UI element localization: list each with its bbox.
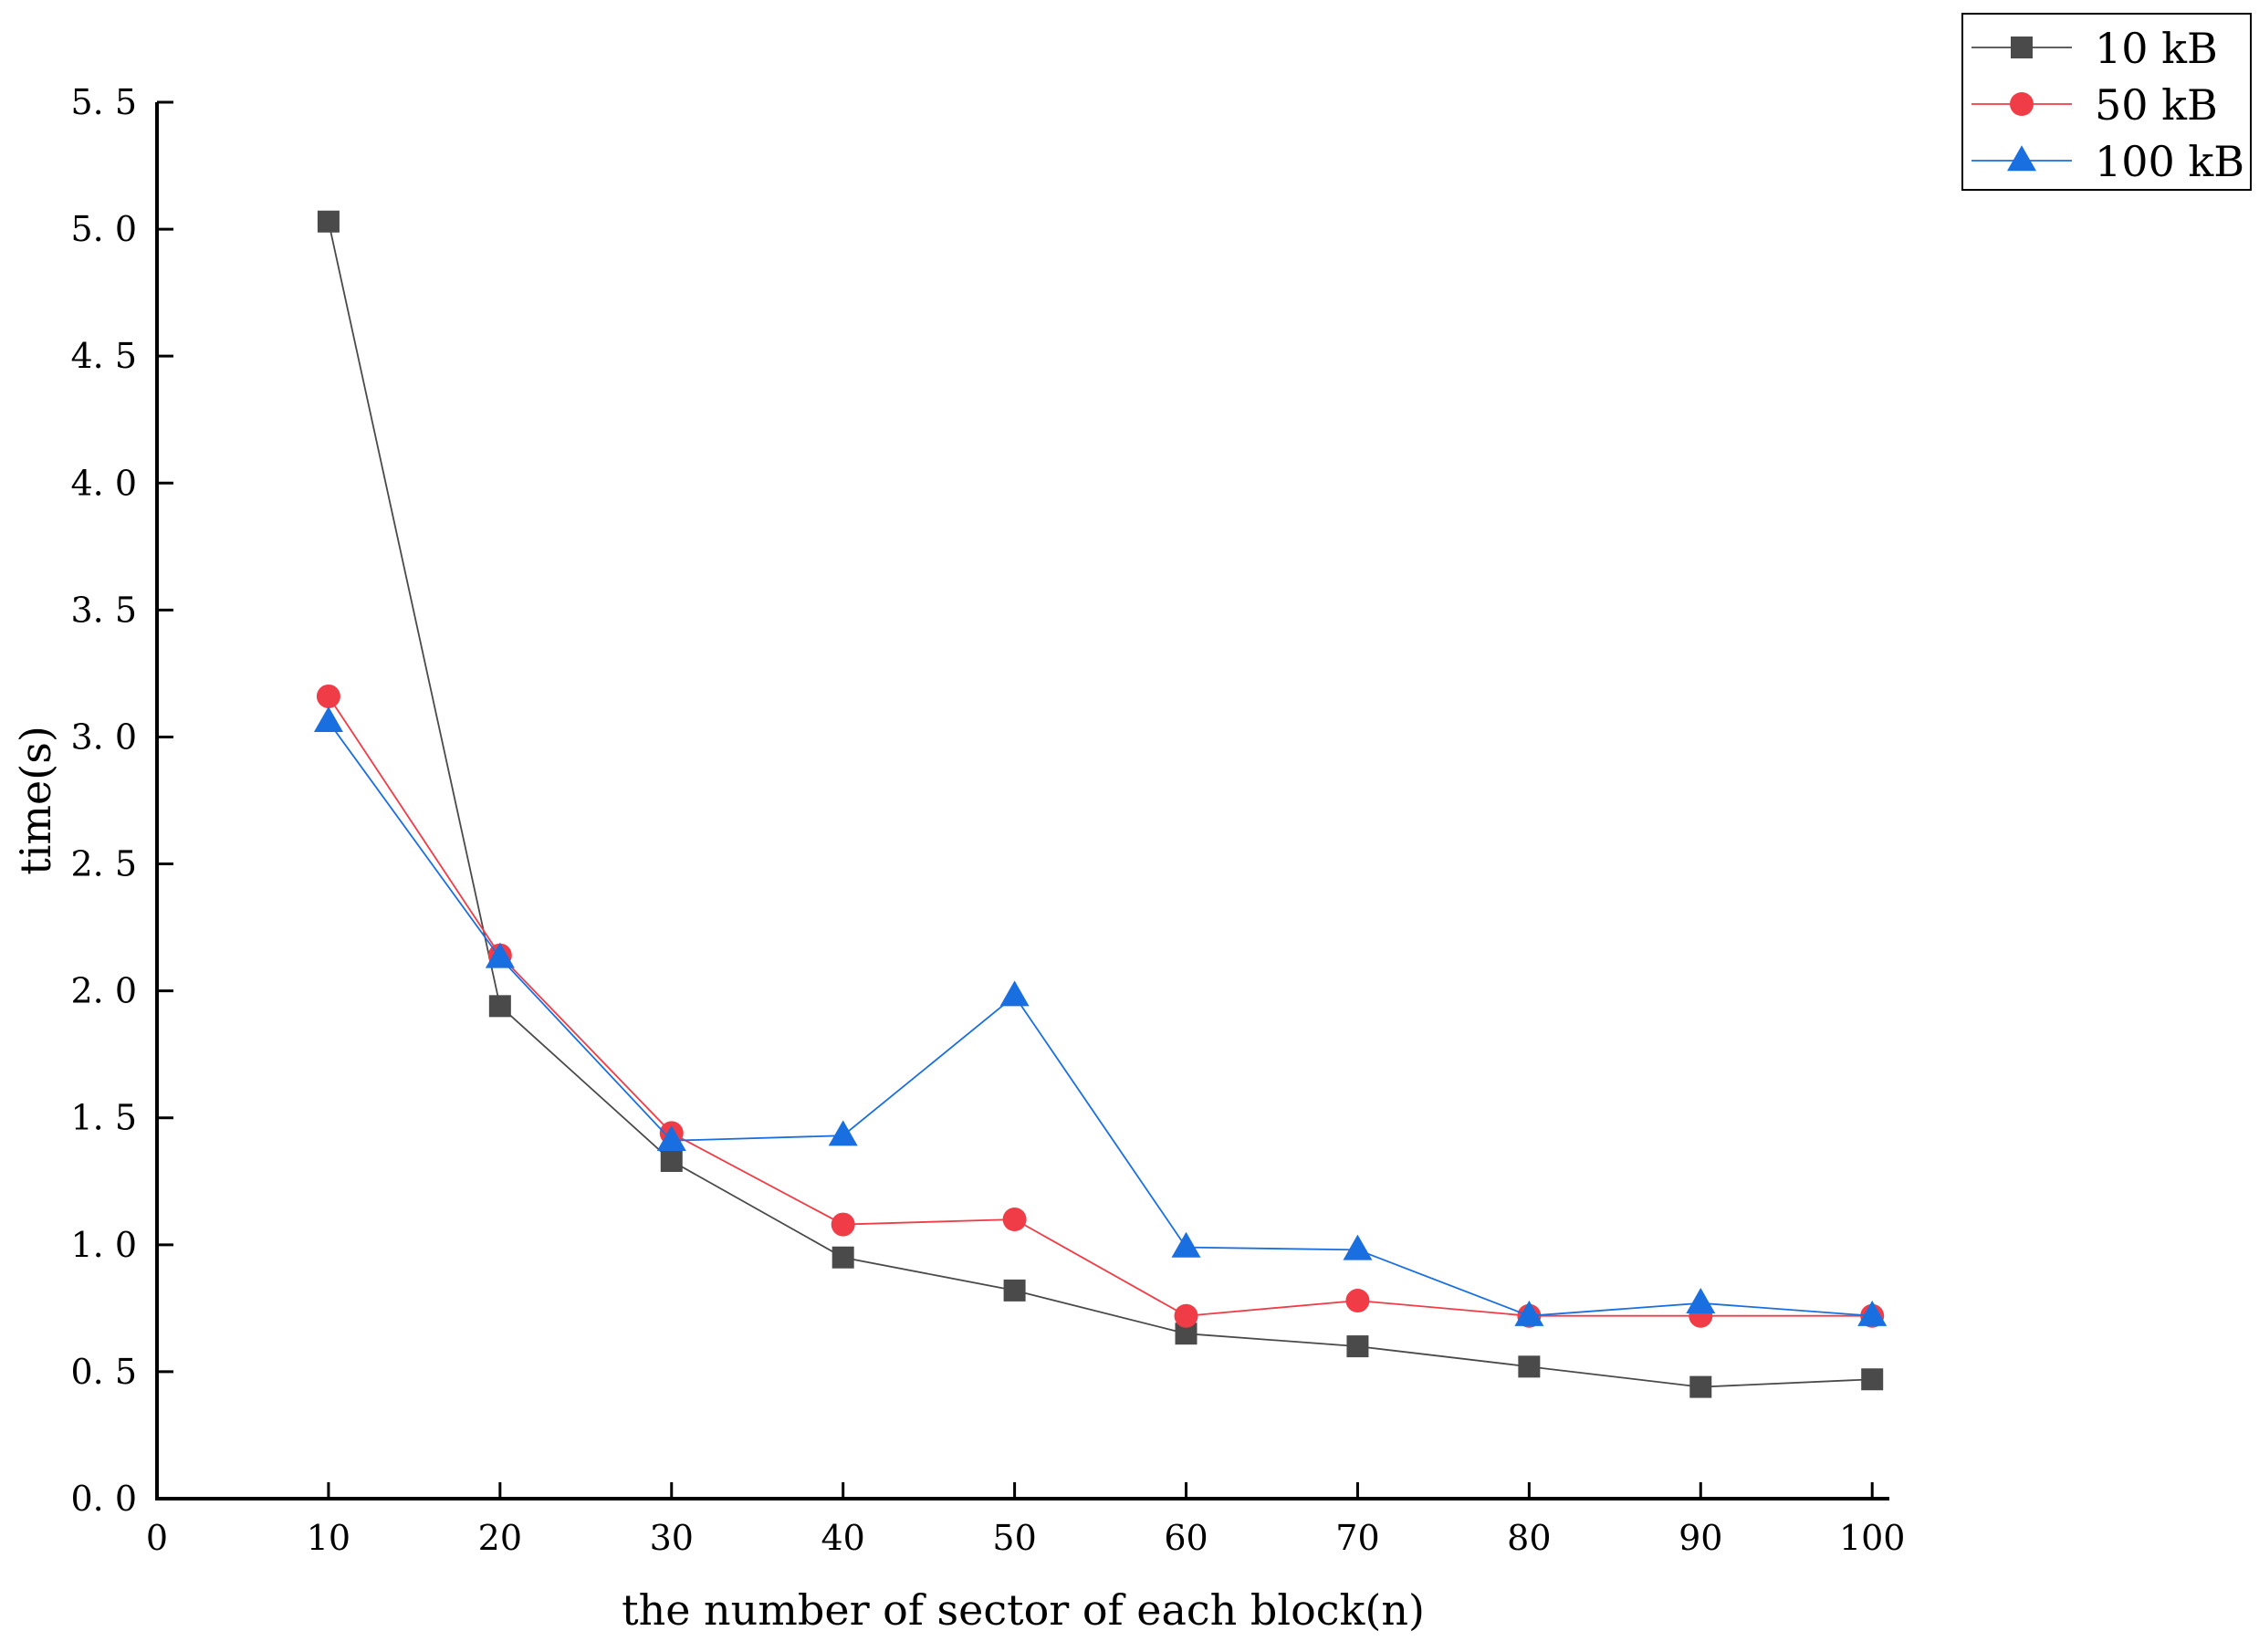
x-tick-label: 60 — [1164, 1518, 1208, 1558]
series-10kb-point — [1346, 1335, 1369, 1358]
series-100kb-point — [1857, 1300, 1888, 1326]
y-tick-label: 0. 0 — [70, 1479, 137, 1519]
legend-50kb-marker — [2010, 92, 2034, 116]
legend-100kb-marker — [2007, 145, 2036, 172]
series-100kb-point — [1171, 1231, 1201, 1258]
series-100kb-point — [1514, 1300, 1544, 1326]
series-50kb-point — [316, 684, 340, 708]
series-100kb-point — [313, 706, 343, 732]
series-10kb-point — [1689, 1375, 1712, 1398]
series-100kb-point — [1686, 1288, 1716, 1313]
y-tick-label: 3. 5 — [70, 590, 137, 630]
y-tick-label: 4. 5 — [70, 336, 137, 376]
legend-10kb-label: 10 kB — [2095, 24, 2218, 73]
series-100kb-point — [485, 942, 515, 968]
series-100kb-point — [999, 980, 1030, 1007]
series-10kb-point — [660, 1150, 683, 1173]
x-tick-label: 40 — [821, 1518, 865, 1558]
x-tick-label: 20 — [478, 1518, 522, 1558]
x-tick-label: 70 — [1335, 1518, 1379, 1558]
y-tick-label: 5. 0 — [70, 209, 137, 249]
series-10kb-point — [488, 995, 511, 1018]
series-10kb-point — [831, 1246, 854, 1269]
y-tick-label: 2. 5 — [70, 844, 137, 884]
x-tick-label: 80 — [1507, 1518, 1551, 1558]
y-tick-label: 4. 0 — [70, 463, 137, 503]
x-tick-label: 90 — [1679, 1518, 1722, 1558]
series-100kb-point — [656, 1124, 686, 1151]
series-50kb-line — [328, 695, 1873, 1317]
series-10kb-point — [1003, 1279, 1026, 1302]
y-axis-title: time(s) — [11, 726, 60, 875]
x-tick-label: 50 — [992, 1518, 1036, 1558]
legend-50kb-label: 50 kB — [2095, 80, 2218, 130]
x-tick-label: 100 — [1839, 1518, 1906, 1558]
x-tick-label: 0 — [146, 1518, 168, 1558]
series-100kb-line — [328, 721, 1873, 1317]
x-tick-label: 10 — [307, 1518, 350, 1558]
series-50kb-point — [1345, 1289, 1370, 1313]
x-axis-title: the number of sector of each block(n) — [622, 1585, 1425, 1635]
y-tick-label: 0. 5 — [70, 1352, 137, 1392]
y-tick-label: 3. 0 — [70, 716, 137, 757]
y-tick-label: 1. 0 — [70, 1225, 137, 1265]
series-10kb-point — [1518, 1355, 1541, 1378]
series-50kb-point — [831, 1212, 855, 1237]
series-10kb-point — [1861, 1368, 1884, 1391]
series-10kb-point — [317, 210, 340, 233]
series-100kb-point — [828, 1120, 858, 1146]
legend-10kb-marker — [2011, 37, 2033, 58]
y-tick-label: 2. 0 — [70, 971, 137, 1011]
series-10kb-line — [328, 221, 1873, 1388]
legend-100kb-label: 100 kB — [2095, 137, 2244, 186]
y-tick-label: 5. 5 — [70, 82, 137, 122]
series-100kb-point — [1343, 1234, 1373, 1260]
y-tick-label: 1. 5 — [70, 1098, 137, 1138]
series-50kb-point — [1174, 1303, 1198, 1328]
x-tick-label: 30 — [650, 1518, 694, 1558]
series-50kb-point — [1002, 1208, 1027, 1231]
